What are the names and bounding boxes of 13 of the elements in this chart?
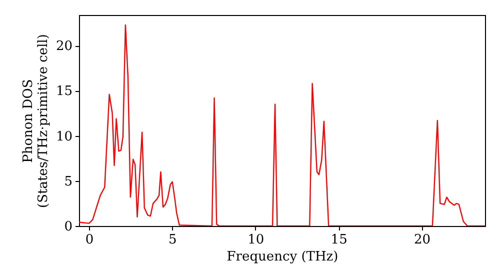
x-tick-label: 20 (414, 232, 431, 248)
x-tick-label: 15 (330, 232, 348, 248)
x-axis-title: Frequency (THz) (226, 250, 338, 264)
y-tick-label: 15 (56, 84, 72, 100)
y-tick-label: 10 (56, 129, 72, 144)
x-tick-label: 5 (168, 232, 177, 248)
y-tick-label: 0 (64, 220, 72, 234)
x-tick-label: 0 (85, 232, 94, 248)
x-tick-label: 10 (248, 232, 264, 248)
line-series (79, 24, 485, 226)
y-tick-label: 5 (64, 174, 72, 190)
y-tick-label: 20 (56, 39, 72, 54)
y-axis-title: Phonon DOS (States/THz·primitive cell) (20, 34, 51, 208)
